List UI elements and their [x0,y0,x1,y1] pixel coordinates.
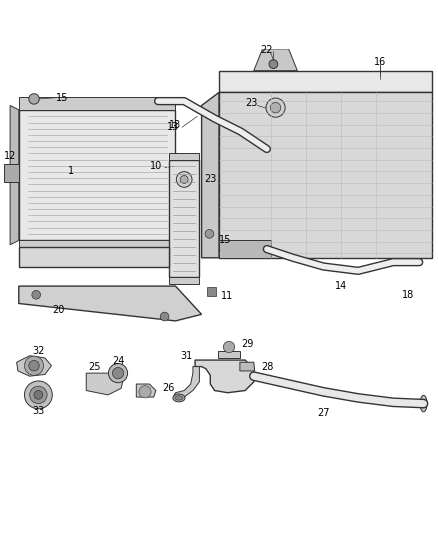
Polygon shape [19,240,176,254]
Text: 27: 27 [317,408,330,418]
Text: 29: 29 [241,339,253,349]
Circle shape [160,312,169,321]
Polygon shape [219,71,432,92]
Polygon shape [207,287,215,296]
Text: 26: 26 [162,383,175,393]
Polygon shape [195,360,254,393]
Circle shape [109,364,127,383]
Circle shape [270,102,281,113]
Circle shape [223,341,235,353]
Circle shape [29,360,39,371]
Polygon shape [19,247,169,266]
Polygon shape [218,351,240,358]
Polygon shape [169,160,199,277]
Circle shape [32,290,41,299]
Circle shape [113,367,124,379]
Text: 32: 32 [32,346,45,357]
Polygon shape [19,286,201,321]
Text: 13: 13 [167,122,180,132]
Text: 22: 22 [261,45,273,55]
Polygon shape [4,164,19,182]
Text: 25: 25 [88,362,101,373]
Polygon shape [169,277,199,284]
Polygon shape [169,154,199,160]
Circle shape [30,386,47,403]
Text: 14: 14 [335,281,347,291]
Ellipse shape [175,396,183,400]
Ellipse shape [173,394,185,402]
Text: 12: 12 [4,150,16,160]
Text: 31: 31 [180,351,193,361]
Text: 15: 15 [219,236,231,245]
Text: 23: 23 [204,174,216,184]
Circle shape [180,175,188,183]
Polygon shape [219,92,432,258]
Text: 20: 20 [52,305,64,315]
Text: 11: 11 [221,290,233,301]
Polygon shape [19,110,176,240]
Polygon shape [19,97,176,110]
Polygon shape [10,106,19,245]
Circle shape [139,386,151,398]
Circle shape [25,381,52,409]
Circle shape [177,172,192,187]
Text: 23: 23 [245,98,258,108]
Text: 24: 24 [112,357,124,366]
Circle shape [205,230,214,238]
Text: 18: 18 [402,290,414,300]
Text: 1: 1 [68,166,74,176]
Polygon shape [240,362,254,371]
Polygon shape [173,367,199,399]
Polygon shape [254,49,297,71]
Circle shape [269,60,278,68]
Circle shape [266,98,285,117]
Text: 15: 15 [56,93,68,103]
Circle shape [29,94,39,104]
Text: 13: 13 [170,120,182,130]
Text: 10: 10 [150,161,162,172]
Circle shape [25,356,44,375]
Text: 33: 33 [32,406,45,416]
Polygon shape [86,373,123,395]
Polygon shape [136,384,156,397]
Circle shape [34,391,43,399]
Text: 28: 28 [261,362,274,373]
Polygon shape [201,92,219,258]
Ellipse shape [420,395,427,412]
Polygon shape [219,240,271,258]
Text: 16: 16 [374,57,386,67]
Polygon shape [17,356,51,376]
